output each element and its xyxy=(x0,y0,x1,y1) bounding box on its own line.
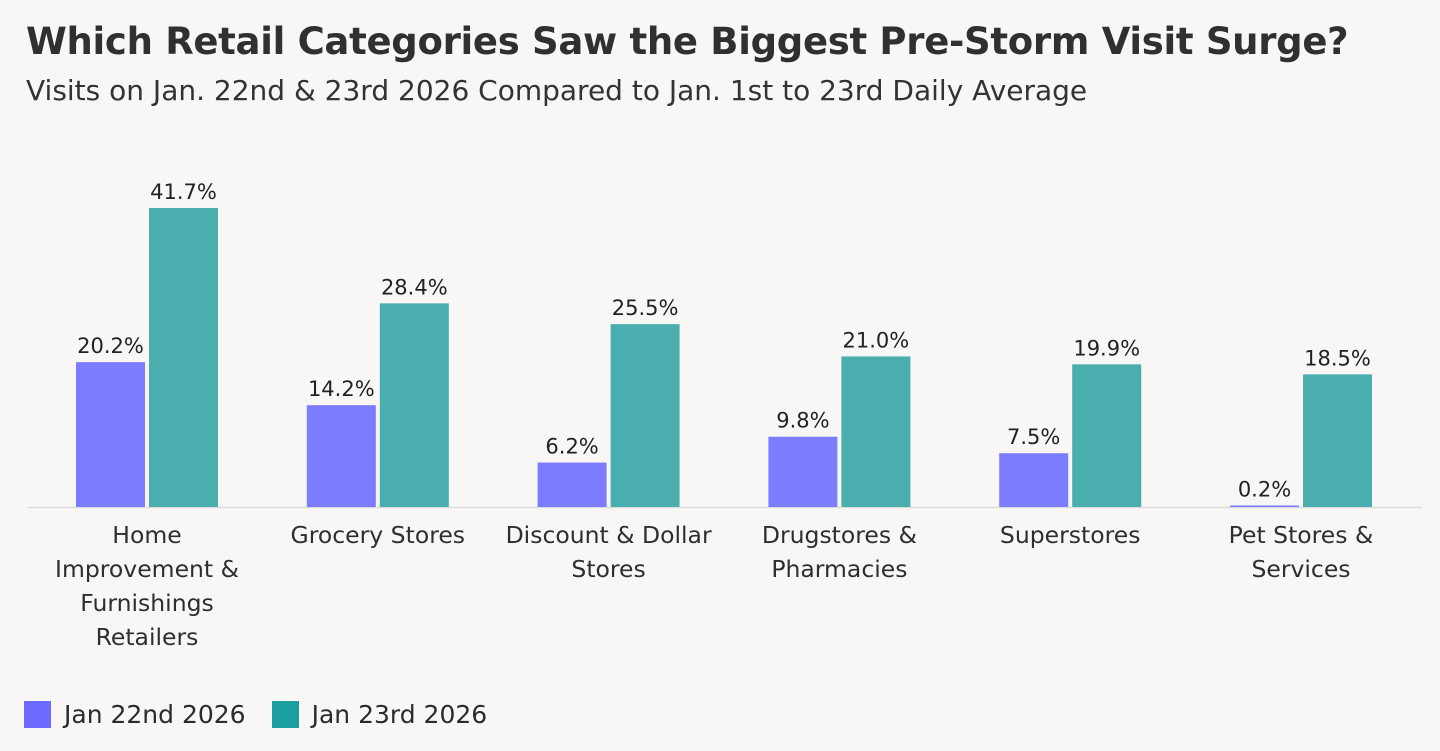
x-tick-label-1-line-0: Grocery Stores xyxy=(291,521,466,549)
bar-jan22-3[interactable] xyxy=(768,436,838,507)
bar-jan22-1[interactable] xyxy=(306,405,376,507)
bar-jan22-4[interactable] xyxy=(999,453,1069,507)
x-tick-label-2-line-1: Stores xyxy=(571,555,645,583)
data-label-jan22-3: 9.8% xyxy=(776,409,829,433)
data-label-jan23-2: 25.5% xyxy=(612,296,679,320)
legend-item-jan23[interactable]: Jan 23rd 2026 xyxy=(271,700,488,729)
data-label-jan22-2: 6.2% xyxy=(545,435,598,459)
bar-jan23-4[interactable] xyxy=(1072,364,1142,507)
bar-jan23-0[interactable] xyxy=(149,208,218,507)
legend-label-jan23: Jan 23rd 2026 xyxy=(311,700,488,729)
legend-item-jan22[interactable]: Jan 22nd 2026 xyxy=(24,700,246,729)
x-tick-label-3-line-0: Drugstores & xyxy=(762,521,917,549)
x-tick-label-3-line-1: Pharmacies xyxy=(771,555,907,583)
data-label-jan23-1: 28.4% xyxy=(381,275,448,299)
data-label-jan22-0: 20.2% xyxy=(77,334,144,358)
legend-label-jan22: Jan 22nd 2026 xyxy=(64,700,246,729)
chart-title: Which Retail Categories Saw the Biggest … xyxy=(26,20,1349,63)
legend-swatch-jan23 xyxy=(271,701,299,728)
bar-jan23-2[interactable] xyxy=(610,324,680,507)
bar-jan23-5[interactable] xyxy=(1303,374,1372,507)
data-label-jan22-5: 0.2% xyxy=(1238,478,1291,502)
x-tick-label-2-line-0: Discount & Dollar xyxy=(506,521,712,549)
data-label-jan23-4: 19.9% xyxy=(1073,336,1140,360)
data-label-jan22-4: 7.5% xyxy=(1007,425,1060,449)
bar-jan23-3[interactable] xyxy=(841,356,911,507)
chart-subtitle: Visits on Jan. 22nd & 23rd 2026 Compared… xyxy=(26,74,1088,107)
x-tick-label-0-line-2: Furnishings xyxy=(80,589,214,617)
data-label-jan23-5: 18.5% xyxy=(1304,346,1371,370)
bar-jan22-2[interactable] xyxy=(537,462,607,507)
x-tick-label-5-line-0: Pet Stores & xyxy=(1229,521,1374,549)
bar-jan22-5[interactable] xyxy=(1230,505,1299,508)
x-tick-label-0-line-1: Improvement & xyxy=(55,555,239,583)
x-tick-label-0-line-3: Retailers xyxy=(96,623,199,651)
bar-chart: 20.2% 41.7% Home Improvement & Furnishings Re… xyxy=(28,180,1422,651)
x-tick-label-0-line-0: Home xyxy=(112,521,181,549)
data-label-jan23-0: 41.7% xyxy=(150,180,217,204)
legend-swatch-jan22 xyxy=(24,701,51,728)
bar-jan23-1[interactable] xyxy=(379,303,449,507)
data-label-jan22-1: 14.2% xyxy=(308,377,375,401)
x-tick-label-4-line-0: Superstores xyxy=(1000,521,1141,549)
x-tick-label-5-line-1: Services xyxy=(1251,555,1350,583)
chart-legend: Jan 22nd 2026 Jan 23rd 2026 xyxy=(24,700,513,729)
data-label-jan23-3: 21.0% xyxy=(843,328,910,352)
bar-jan22-0[interactable] xyxy=(76,362,145,507)
